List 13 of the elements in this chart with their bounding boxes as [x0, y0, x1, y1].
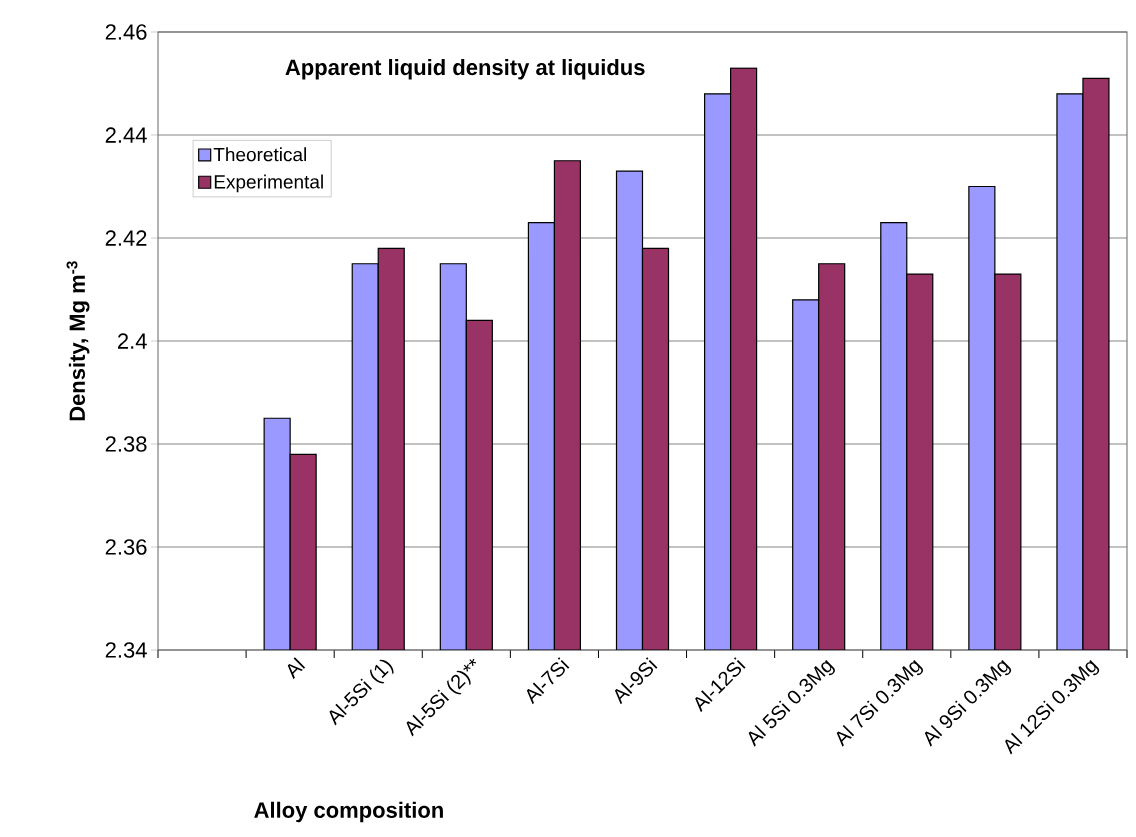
legend-label: Theoretical	[213, 147, 306, 162]
y-tick-label: 2.44	[105, 127, 147, 143]
x-axis-title: Alloy composition	[254, 801, 443, 823]
legend-label: Experimental	[214, 174, 323, 193]
y-tick-label: 2.36	[105, 539, 147, 555]
y-tick-label: 2.34	[105, 642, 147, 658]
y-tick-label: 2.38	[105, 436, 147, 452]
y-tick-label: 2.42	[105, 230, 147, 246]
x-tick-label: Al	[287, 657, 306, 680]
y-tick-label: 2.4	[118, 333, 147, 349]
y-tick-label: 2.46	[105, 24, 147, 40]
text: Apparent liquid density at liquidus	[285, 58, 645, 80]
y-axis-title: Density, Mg m$^{-3}$	[66, 261, 90, 421]
